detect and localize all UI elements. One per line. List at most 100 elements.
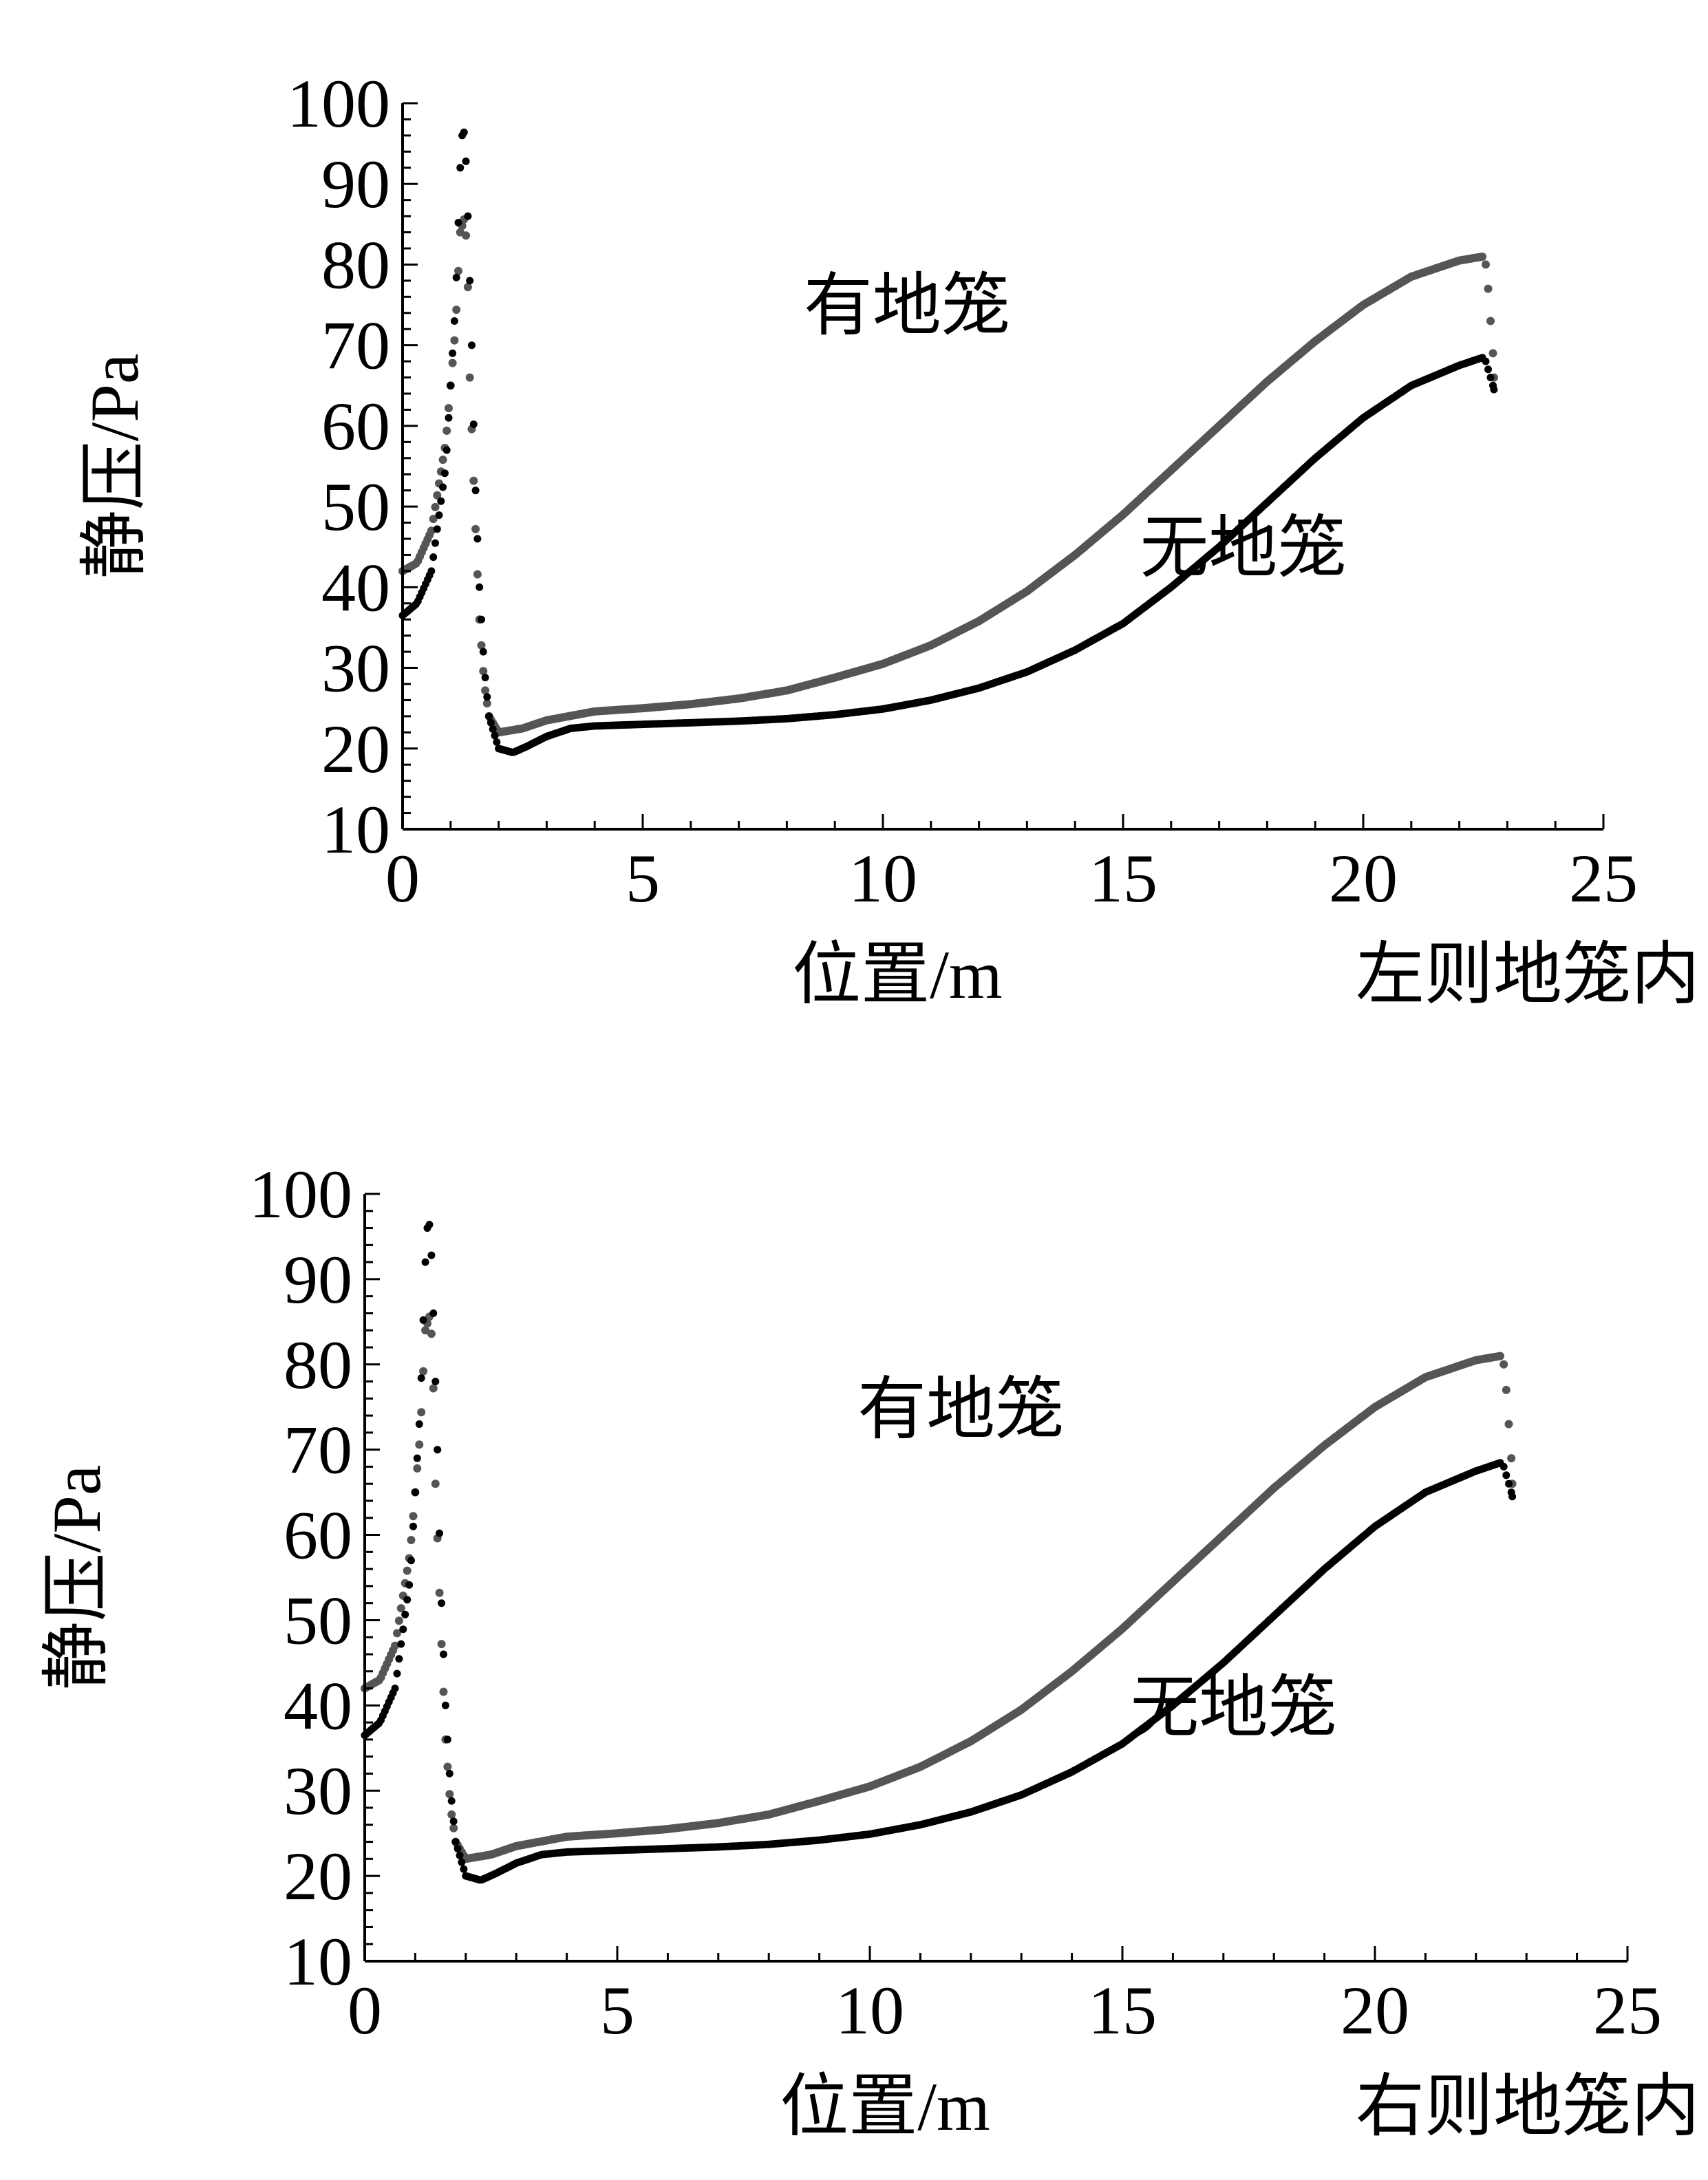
series-without-cage-point [445, 414, 453, 422]
series-annotation-with-cage: 有地笼 [804, 268, 1010, 344]
series-without-cage-point [454, 219, 462, 226]
series-without-cage-point [427, 1251, 436, 1259]
series-without-cage-point [447, 1797, 456, 1805]
series-without-cage-point [1505, 1479, 1513, 1488]
series-with-cage-point [394, 1616, 403, 1625]
x-tick-label: 20 [1329, 840, 1398, 917]
series-without-cage-point [1484, 365, 1492, 374]
series-without-cage-point [466, 277, 474, 285]
series-without-cage-point [460, 128, 468, 136]
series-with-cage-point [448, 359, 457, 367]
series-with-cage-point [1488, 349, 1497, 358]
series-with-cage-point [407, 1536, 416, 1544]
series-without-cage-point [456, 164, 465, 172]
series-without-cage-point [419, 1316, 427, 1324]
series-with-cage-point [450, 336, 459, 345]
x-axis-label: 位置/m [780, 2069, 990, 2145]
series-without-cage-point [1499, 1462, 1508, 1471]
series-without-cage-point [443, 1735, 451, 1744]
series-without-cage-point [431, 1378, 440, 1386]
series-with-cage-point [437, 1640, 446, 1649]
series-without-cage-point [476, 583, 484, 591]
y-tick-label: 40 [284, 1667, 352, 1744]
series-without-cage-point [421, 1258, 429, 1266]
series-with-cage-point [396, 1604, 405, 1613]
series-without-cage-point [450, 317, 458, 325]
series-with-cage-point [454, 266, 462, 275]
series-with-cage-point [479, 667, 488, 676]
x-tick-label: 20 [1341, 1972, 1409, 2049]
y-tick-label: 60 [321, 388, 390, 464]
series-without-cage-point [460, 1865, 468, 1873]
series-with-cage-point [431, 1479, 440, 1488]
series-with-cage-point [419, 1367, 428, 1376]
y-tick-label: 80 [284, 1327, 352, 1403]
series-without-cage-point [401, 1610, 409, 1618]
series-without-cage-point [440, 469, 449, 478]
x-tick-label: 15 [1088, 1972, 1157, 2049]
series-without-cage-point [409, 1522, 417, 1530]
series-with-cage-point [1499, 1360, 1508, 1369]
series-without-cage-point [431, 539, 439, 547]
series-with-cage-point [421, 1326, 430, 1335]
series-with-cage-point [1486, 317, 1495, 325]
series-without-cage-point [493, 738, 501, 746]
series-without-cage-point [395, 1655, 403, 1663]
series-without-cage-point [1482, 357, 1490, 365]
series-with-cage-point [452, 306, 461, 314]
series-without-cage-point [445, 1769, 453, 1777]
data-marks [398, 128, 1498, 756]
series-without-cage-point [415, 1420, 423, 1428]
series-with-cage-point [1484, 284, 1493, 293]
series-without-cage-point [405, 1581, 414, 1589]
series-without-cage-point [487, 718, 495, 727]
series-without-cage-point [1490, 385, 1498, 394]
series-without-cage-point [413, 1454, 421, 1462]
series-without-cage-point [468, 341, 476, 350]
series-without-cage-point [491, 731, 499, 740]
series-without-cage-point [435, 511, 443, 520]
series-with-cage-point [429, 515, 438, 524]
series-without-cage-point [462, 157, 470, 165]
y-axis-label: 静压/Pa [76, 354, 153, 579]
series-without-cage-point [481, 674, 489, 682]
series-without-cage-point [417, 1374, 425, 1382]
series-without-cage-point [399, 1625, 407, 1634]
series-with-cage-point [481, 686, 490, 695]
y-tick-label: 80 [321, 226, 390, 303]
series-without-cage-point [438, 1599, 446, 1607]
series-without-cage-point [471, 487, 480, 495]
series-without-cage-point [397, 1640, 405, 1648]
series-without-cage-point [429, 1309, 438, 1317]
y-tick-label: 50 [284, 1582, 352, 1658]
series-without-cage-point [440, 1650, 447, 1658]
series-with-cage-point [1482, 260, 1490, 269]
series-without-cage-point [453, 1845, 462, 1852]
series-with-cage-point [445, 1790, 454, 1799]
panel-caption: 左则地笼内 [1356, 937, 1700, 1013]
series-without-cage-point [434, 1446, 442, 1454]
series-without-cage-point [1508, 1493, 1517, 1501]
y-tick-label: 30 [284, 1753, 352, 1829]
series-annotation-with-cage: 有地笼 [857, 1371, 1064, 1448]
series-without-cage-point [439, 483, 447, 491]
series-without-cage-point [483, 693, 491, 701]
series-with-cage-point [427, 1329, 436, 1338]
series-with-cage-point [447, 1810, 456, 1819]
x-tick-label: 0 [348, 1972, 382, 2049]
data-marks [361, 1221, 1517, 1884]
series-without-cage-point [1486, 374, 1495, 382]
series-with-cage-point [442, 426, 451, 435]
series-without-cage-point [478, 615, 485, 623]
y-tick-label: 70 [321, 308, 390, 384]
series-without-cage-point [473, 535, 482, 543]
y-tick-label: 30 [321, 630, 390, 707]
y-tick-label: 50 [321, 469, 390, 545]
series-without-cage-point [489, 725, 497, 734]
series-with-cage-point [431, 502, 440, 511]
series-with-cage-point [391, 1641, 399, 1650]
